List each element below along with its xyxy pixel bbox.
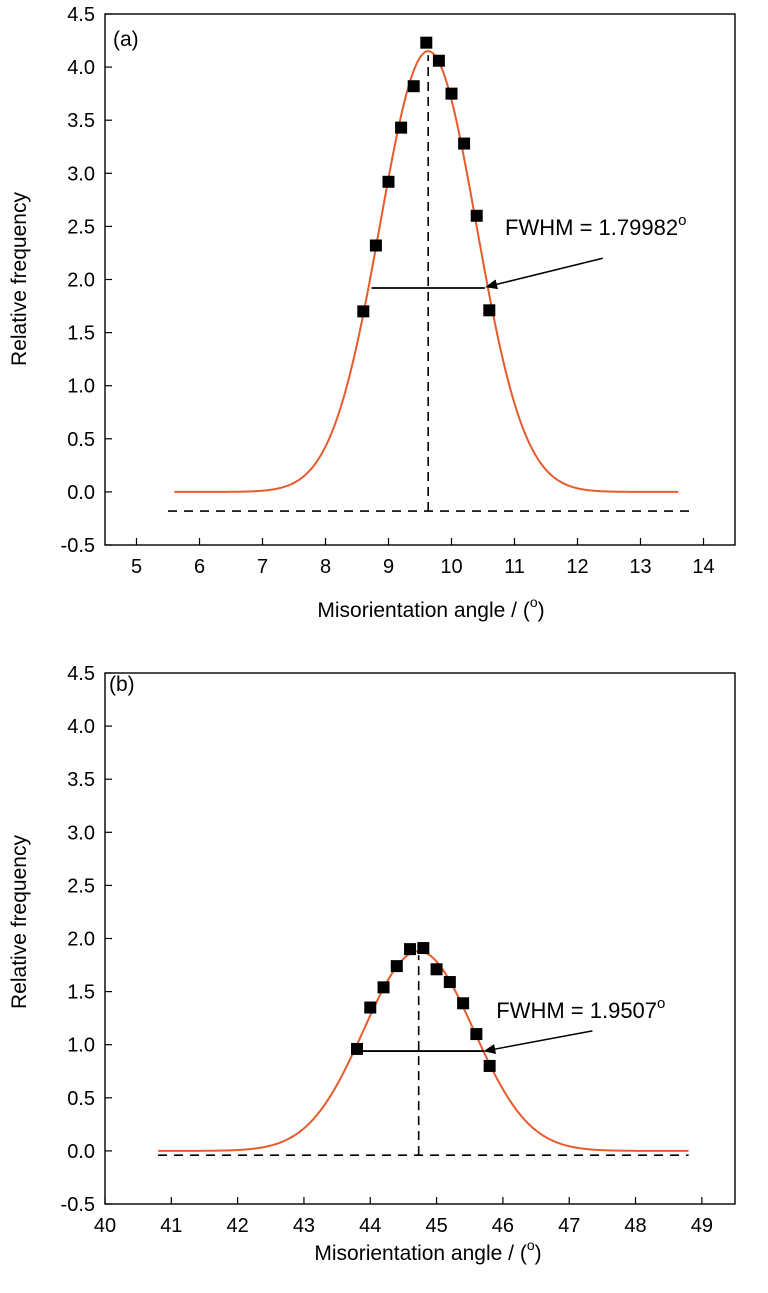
panel-a-x-tick-label: 8	[320, 556, 331, 578]
panel-a-data-point	[445, 87, 458, 100]
panel-a-y-tick-label: -0.5	[61, 535, 95, 557]
panel-b-data-point	[417, 942, 430, 955]
panel-b-data-point	[364, 1001, 377, 1014]
panel-a-y-tick-label: 1.5	[67, 323, 95, 345]
panel-a-y-tick-label: 2.0	[67, 270, 95, 292]
panel-b-data-point	[404, 943, 417, 956]
panel-a-data-point	[470, 209, 483, 222]
panel-b-plot-frame	[104, 672, 736, 1205]
panel-b-x-tick-label: 46	[492, 1215, 514, 1237]
panel-b-y-tick-label: 4.5	[67, 663, 95, 685]
panel-b-chart: (b) Relative frequency Misorientation an…	[8, 663, 736, 1265]
panel-a-y-tick-label: 2.5	[67, 216, 95, 238]
panel-b-x-axis-title: Misorientation angle / (o)	[314, 1237, 541, 1265]
panel-b-fwhm-annotation: FWHM = 1.9507o	[496, 995, 665, 1023]
panel-a-data-point	[420, 36, 433, 49]
panel-a-data-point	[382, 175, 395, 188]
panel-a-x-tick-label: 5	[131, 556, 142, 578]
panel-b-data-point	[483, 1059, 496, 1072]
panel-b-y-tick-label: 1.0	[67, 1035, 95, 1057]
panel-b-x-tick-label: 44	[359, 1215, 381, 1237]
panel-b-data-point	[377, 981, 390, 994]
panel-a-y-axis-title: Relative frequency	[8, 192, 31, 366]
panel-b-data-point	[430, 963, 443, 976]
panel-b-y-tick-label: 0.0	[67, 1141, 95, 1163]
panel-b-data-point	[443, 976, 456, 989]
panel-b-x-tick-label: 43	[293, 1215, 315, 1237]
panel-a-x-tick-label: 6	[194, 556, 205, 578]
panel-a-data-point	[483, 304, 496, 317]
panel-a-x-tick-label: 12	[566, 556, 588, 578]
panel-a-y-tick-label: 0.5	[67, 429, 95, 451]
panel-a-plot-frame	[104, 13, 736, 546]
panel-a-y-tick-label: 1.0	[67, 376, 95, 398]
panel-a-y-tick-label: 0.0	[67, 482, 95, 504]
panel-a-x-tick-label: 7	[257, 556, 268, 578]
panel-a-y-tick-label: 3.0	[67, 163, 95, 185]
panel-b-x-tick-label: 41	[160, 1215, 182, 1237]
panel-a-data-point	[407, 80, 420, 93]
panel-a-data-point	[395, 121, 408, 134]
panel-b-x-tick-label: 48	[624, 1215, 646, 1237]
panel-b-y-tick-label: 3.0	[67, 822, 95, 844]
panel-a-x-tick-label: 13	[629, 556, 651, 578]
panel-b-y-tick-label: 2.0	[67, 929, 95, 951]
panel-a-fwhm-annotation: FWHM = 1.79982o	[505, 212, 686, 240]
panel-a-x-tick-label: 11	[504, 556, 525, 578]
panel-a-chart: (a) Relative frequency Misorientation an…	[8, 4, 736, 622]
panel-b-x-tick-label: 42	[227, 1215, 249, 1237]
panel-a-y-tick-label: 4.0	[67, 57, 95, 79]
panel-b-y-tick-label: 4.0	[67, 716, 95, 738]
panel-a-fit-curve	[174, 50, 679, 493]
panel-b-y-tick-label: 1.5	[67, 982, 95, 1004]
panel-b-data-point	[457, 997, 470, 1010]
panel-b-x-tick-label: 49	[691, 1215, 713, 1237]
panel-b-x-tick-label: 45	[425, 1215, 447, 1237]
panel-a-x-tick-label: 10	[440, 556, 462, 578]
panel-b-data-point	[390, 960, 403, 973]
panel-a-x-tick-label: 14	[692, 556, 714, 578]
panel-b-y-tick-label: 3.5	[67, 769, 95, 791]
panel-a-x-tick-label: 9	[383, 556, 394, 578]
panel-b-data-point	[470, 1028, 483, 1041]
panel-a-data-point	[458, 137, 471, 150]
panel-a-y-tick-label: 4.5	[67, 4, 95, 26]
panel-b-data-point	[351, 1042, 363, 1055]
panel-b-y-tick-label: -0.5	[61, 1194, 95, 1216]
panel-b-y-tick-label: 0.5	[67, 1088, 95, 1110]
panel-a-label: (a)	[113, 28, 139, 51]
panel-a-data-point	[357, 305, 370, 318]
panel-a-data-point	[369, 239, 382, 252]
panel-a-annotation-arrow	[485, 257, 603, 290]
panel-b-x-tick-label: 40	[94, 1215, 116, 1237]
panel-b-x-tick-label: 47	[558, 1215, 580, 1237]
panel-a-x-axis-title: Misorientation angle / (o)	[317, 594, 544, 622]
panel-b-y-tick-label: 2.5	[67, 875, 95, 897]
panel-b-label: (b)	[109, 673, 135, 696]
panel-b-y-axis-title: Relative frequency	[8, 835, 31, 1009]
panel-a-data-point	[432, 54, 445, 67]
panel-b-annotation-arrow	[483, 1030, 593, 1054]
panel-a-y-tick-label: 3.5	[67, 110, 95, 132]
